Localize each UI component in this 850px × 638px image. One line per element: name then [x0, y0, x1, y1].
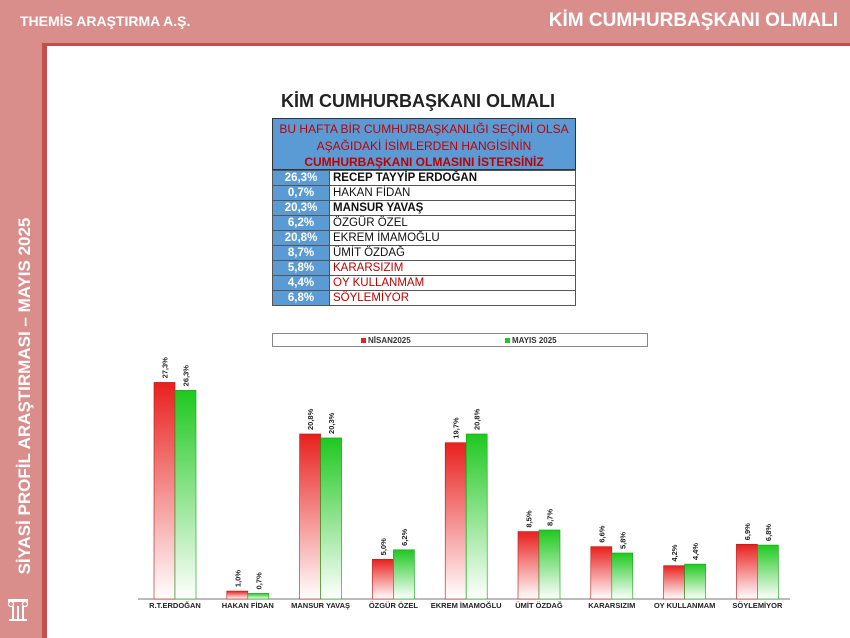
bar-nisan — [299, 433, 321, 600]
row-candidate: SÖYLEMİYOR — [329, 290, 576, 306]
legend-item-nisan: NİSAN2025 — [361, 336, 411, 345]
header-bar: THEMİS ARAŞTIRMA A.Ş. KİM CUMHURBAŞKANI … — [0, 0, 850, 42]
data-label: 6,8% — [764, 524, 773, 541]
bar-mayis — [611, 552, 634, 600]
bar-mayis — [393, 549, 415, 600]
bar-nisan — [153, 382, 176, 600]
bar-nisan — [663, 565, 685, 600]
data-label: 4,4% — [691, 543, 700, 560]
data-label: 20,3% — [327, 412, 336, 434]
data-label: 27,3% — [161, 357, 170, 379]
row-percent: 20,8% — [272, 230, 330, 246]
row-percent: 5,8% — [272, 260, 330, 276]
survey-question: BU HAFTA BİR CUMHURBAŞKANLIĞI SEÇİMİ OLS… — [272, 118, 576, 170]
company-name: THEMİS ARAŞTIRMA A.Ş. — [20, 13, 191, 29]
bar-mayis — [247, 593, 270, 600]
bar-nisan — [736, 543, 758, 600]
data-label: 19,7% — [452, 417, 461, 439]
data-label: 6,2% — [400, 528, 409, 545]
category-label: ÜMİT ÖZDAĞ — [515, 601, 563, 610]
results-table: 26,3% RECEP TAYYİP ERDOĞAN 0,7% HAKAN FİDA… — [272, 170, 576, 306]
category-label: OY KULLANMAM — [654, 601, 716, 610]
data-label: 20,8% — [473, 408, 482, 430]
data-label: 8,5% — [525, 510, 534, 527]
data-label: 6,6% — [597, 525, 606, 542]
table-row: 20,8% EKREM İMAMOĞLU — [272, 230, 576, 246]
bar-mayis — [684, 563, 706, 600]
legend-swatch-mayis — [505, 338, 510, 343]
table-row: 20,3% MANSUR YAVAŞ — [272, 200, 576, 216]
question-line-1: BU HAFTA BİR CUMHURBAŞKANLIĞI SEÇİMİ OLS… — [279, 122, 569, 136]
bar-nisan — [444, 442, 467, 600]
data-label: 0,7% — [254, 572, 263, 589]
category-label: EKREM İMAMOĞLU — [431, 601, 502, 610]
bar-mayis — [174, 390, 197, 600]
bar-mayis — [320, 437, 342, 600]
category-label: KARARSIZIM — [588, 601, 635, 610]
pillar-logo-icon — [7, 599, 29, 621]
table-row: 5,8% KARARSIZIM — [272, 260, 576, 276]
category-label: ÖZGÜR ÖZEL — [369, 601, 419, 610]
row-percent: 20,3% — [272, 200, 330, 216]
bar-mayis — [757, 544, 779, 600]
category-label: R.T.ERDOĞAN — [149, 601, 201, 610]
chart-legend: NİSAN2025 MAYIS 2025 — [272, 333, 648, 347]
data-label: 1,0% — [233, 570, 242, 587]
legend-swatch-nisan — [361, 338, 366, 343]
header-title: KİM CUMHURBAŞKANI OLMALI — [548, 10, 838, 31]
question-line-3: CUMHURBAŞKANI OLMASINI İSTERSİNİZ — [304, 155, 544, 169]
row-percent: 4,4% — [272, 275, 330, 291]
legend-label-mayis: MAYIS 2025 — [512, 336, 557, 345]
table-row: 6,8% SÖYLEMİYOR — [272, 290, 576, 306]
chart-title: KİM CUMHURBAŞKANI OLMALI — [281, 91, 555, 111]
bar-mayis — [465, 433, 488, 600]
bar-mayis — [538, 529, 561, 600]
bar-nisan — [517, 531, 540, 600]
row-percent: 6,8% — [272, 290, 330, 306]
data-label: 26,3% — [182, 365, 191, 387]
data-label: 5,0% — [379, 538, 388, 555]
data-label: 5,8% — [618, 532, 627, 549]
legend-item-mayis: MAYIS 2025 — [505, 336, 557, 345]
bar-nisan — [226, 590, 249, 600]
data-label: 8,7% — [546, 509, 555, 526]
bar-nisan — [372, 559, 394, 600]
category-label: SÖYLEMİYOR — [732, 601, 783, 610]
legend-label-nisan: NİSAN2025 — [368, 336, 411, 345]
data-label: 6,9% — [743, 523, 752, 540]
data-label: 4,2% — [670, 544, 679, 561]
category-label: MANSUR YAVAŞ — [291, 601, 350, 610]
data-label: 20,8% — [306, 408, 315, 430]
question-line-2: AŞAĞIDAKİ İSİMLERDEN HANGİSİNİN — [316, 138, 532, 153]
row-percent: 26,3% — [272, 170, 330, 186]
row-percent: 6,2% — [272, 215, 330, 231]
category-label: HAKAN FİDAN — [222, 601, 274, 610]
bar-nisan — [590, 546, 613, 600]
